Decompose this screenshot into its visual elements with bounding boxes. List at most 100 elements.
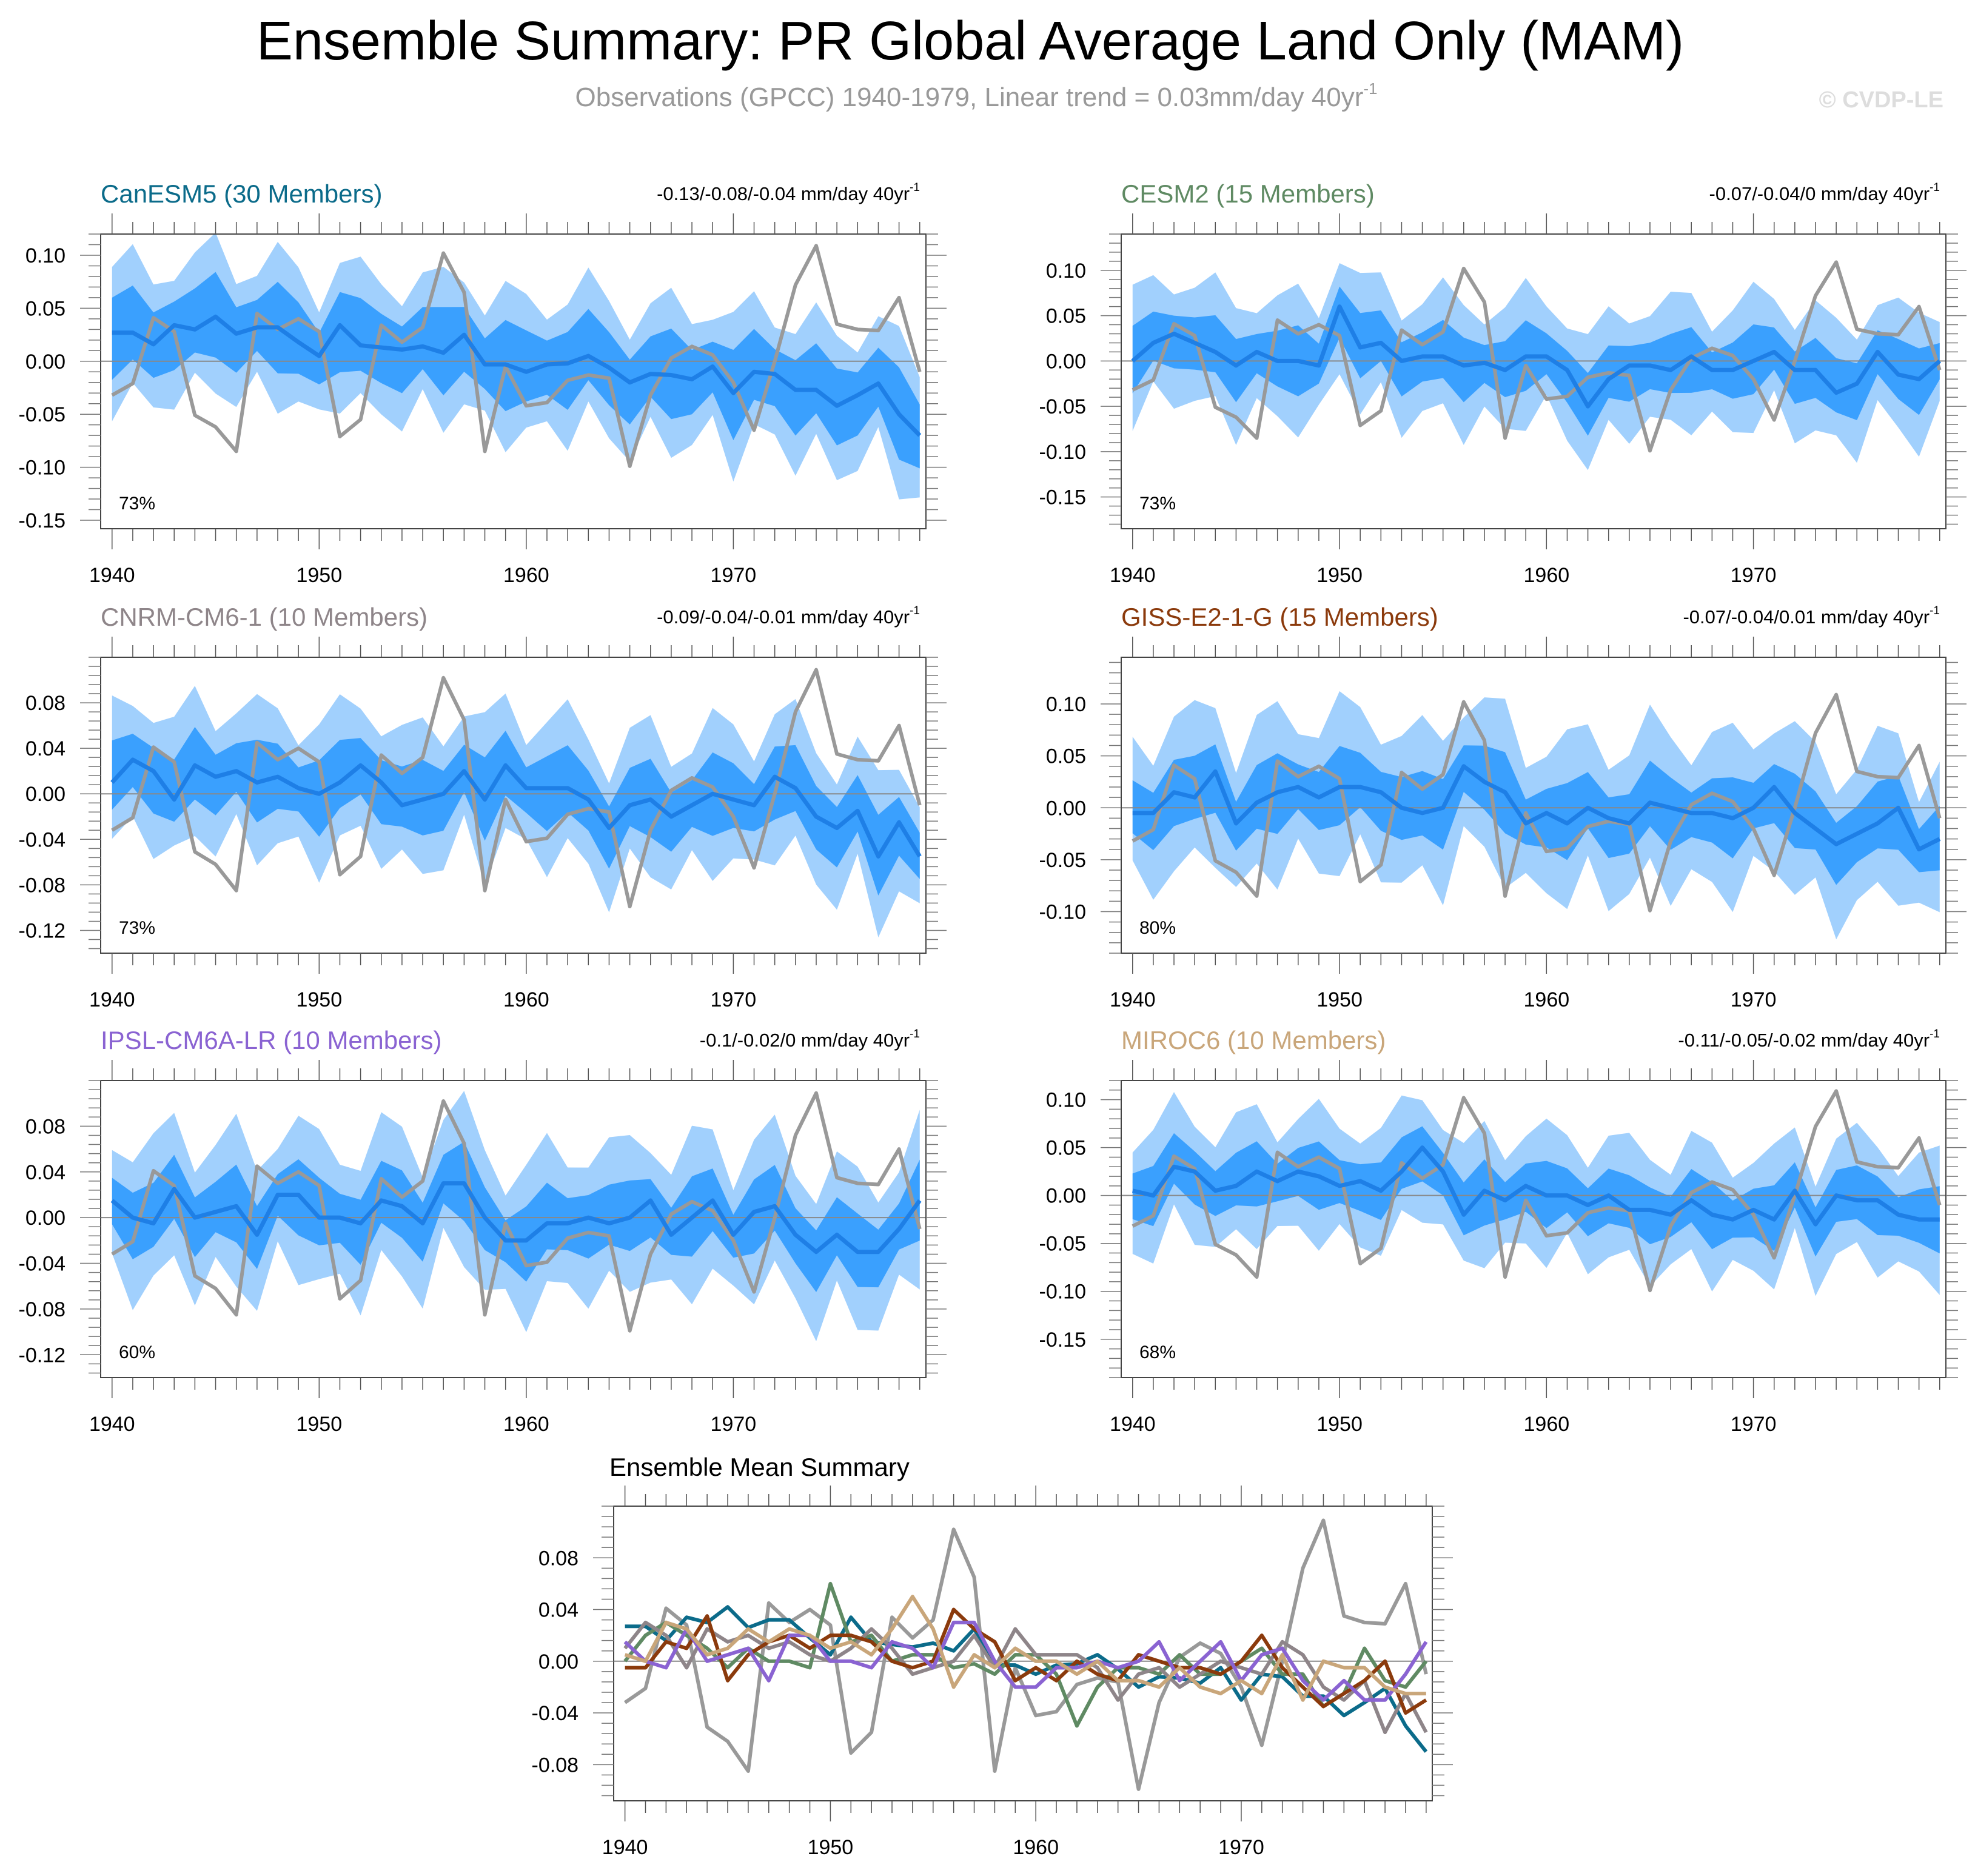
x-tick-label: 1960 — [1524, 1413, 1570, 1436]
subtitle-superscript: -1 — [1363, 79, 1377, 98]
y-tick-label: -0.08 — [19, 874, 66, 897]
panel-miroc6: 1940 1950 1960 1970 0.10 0.05 0.00 -0.05 -0.10 -0… — [1039, 1026, 1967, 1436]
y-tick-label: 0.00 — [1046, 350, 1086, 373]
panel-trend: -0.07/-0.04/0 mm/day 40yr-1 — [1709, 181, 1940, 204]
y-tick-label: 0.10 — [1046, 693, 1086, 716]
x-tick-label: 1960 — [503, 564, 549, 587]
x-tick-label: 1940 — [1110, 988, 1156, 1011]
panel-trend: -0.07/-0.04/0.01 mm/day 40yr-1 — [1683, 605, 1940, 628]
y-tick-label: -0.05 — [1039, 395, 1087, 418]
summary-line-miroc6 — [624, 1595, 1426, 1702]
panel-title: CNRM-CM6-1 (10 Members) — [101, 603, 428, 631]
trend-superscript: -1 — [910, 605, 920, 617]
panel-ipsl-cm6a-lr: 1940 1950 1960 1970 0.08 0.04 0.00 -0.04 -0.08 -0… — [19, 1026, 947, 1436]
y-tick-label: 0.00 — [25, 783, 65, 806]
percent-label: 73% — [119, 918, 155, 938]
y-tick-label: -0.15 — [1039, 486, 1087, 509]
main-title: Ensemble Summary: PR Global Average Land… — [257, 11, 1684, 72]
y-tick-label: -0.15 — [19, 509, 66, 532]
ensemble-mean-line — [110, 757, 922, 859]
panel-title: GISS-E2-1-G (15 Members) — [1121, 603, 1438, 631]
y-tick-label: -0.05 — [19, 403, 66, 426]
trend-superscript: -1 — [910, 181, 920, 194]
observations-line — [111, 668, 922, 909]
y-tick-label: 0.00 — [1046, 797, 1086, 820]
x-tick-label: 1950 — [296, 988, 342, 1011]
x-tick-label: 1950 — [1316, 1413, 1363, 1436]
panel-canesm5: 1940 1950 1960 1970 0.10 0.05 0.00 -0.05 -0.10 -0… — [19, 179, 947, 587]
x-tick-label: 1940 — [602, 1836, 648, 1859]
y-tick-label: -0.15 — [1039, 1328, 1087, 1352]
y-tick-label: 0.04 — [25, 737, 65, 760]
trend-text: -0.1/-0.02/0 mm/day 40yr — [700, 1030, 910, 1051]
y-tick-label: 0.08 — [25, 1115, 65, 1138]
inner-spread-band — [112, 1141, 920, 1293]
plot-frame — [100, 233, 927, 529]
y-tick-label: -0.04 — [19, 1253, 66, 1276]
plot-frame — [1121, 657, 1946, 954]
x-tick-label: 1960 — [503, 988, 549, 1011]
x-tick-label: 1960 — [1013, 1836, 1059, 1859]
panel-title: CanESM5 (30 Members) — [101, 179, 382, 208]
x-tick-label: 1960 — [1524, 564, 1570, 587]
y-tick-label: -0.12 — [19, 919, 66, 942]
y-tick-label: 0.10 — [25, 244, 65, 267]
trend-superscript: -1 — [1930, 1028, 1940, 1040]
y-tick-label: -0.10 — [1039, 901, 1087, 924]
panel-title: MIROC6 (10 Members) — [1121, 1026, 1386, 1054]
trend-text: -0.13/-0.08/-0.04 mm/day 40yr — [657, 183, 910, 204]
x-tick-label: 1950 — [808, 1836, 854, 1859]
subtitle: Observations (GPCC) 1940-1979, Linear tr… — [575, 79, 1378, 112]
panel-cesm2: 1940 1950 1960 1970 0.10 0.05 0.00 -0.05 -0.10 -0… — [1039, 179, 1967, 587]
trend-text: -0.11/-0.05/-0.02 mm/day 40yr — [1678, 1030, 1930, 1051]
watermark: © CVDP-LE — [1819, 87, 1943, 113]
x-tick-label: 1970 — [711, 1413, 757, 1436]
y-tick-label: 0.05 — [25, 297, 65, 320]
y-tick-label: 0.00 — [1046, 1185, 1086, 1208]
y-tick-label: 0.05 — [1046, 1137, 1086, 1160]
x-tick-label: 1950 — [1316, 564, 1363, 587]
plot-frame — [1121, 233, 1946, 529]
outer-spread-band — [112, 686, 920, 938]
percent-label: 73% — [1139, 494, 1176, 514]
x-tick-label: 1950 — [296, 1413, 342, 1436]
trend-text: -0.07/-0.04/0 mm/day 40yr — [1709, 183, 1930, 204]
plot-frame — [100, 1080, 927, 1378]
inner-spread-band — [112, 726, 920, 896]
percent-label: 80% — [1139, 918, 1176, 938]
panel-giss-e2-1-g: 1940 1950 1960 1970 0.10 0.05 0.00 -0.05 -0.10 GI… — [1039, 603, 1967, 1011]
panel-ensemble-mean-summary: 1940 1950 1960 1970 0.08 0.04 0.00 -0.04 -0.08 En… — [532, 1453, 1453, 1859]
observations-line — [1132, 260, 1942, 453]
x-tick-label: 1970 — [1731, 1413, 1777, 1436]
observations-line — [111, 244, 922, 468]
panel-title: CESM2 (15 Members) — [1121, 179, 1375, 208]
panel-title: IPSL-CM6A-LR (10 Members) — [101, 1026, 441, 1054]
x-tick-label: 1970 — [1218, 1836, 1264, 1859]
y-tick-label: 0.00 — [25, 1207, 65, 1230]
x-tick-label: 1950 — [1316, 988, 1363, 1011]
ensemble-mean-line — [1131, 304, 1942, 409]
plot-frame — [613, 1506, 1433, 1801]
trend-text: -0.07/-0.04/0.01 mm/day 40yr — [1683, 606, 1930, 628]
x-tick-label: 1940 — [89, 988, 135, 1011]
y-tick-label: -0.04 — [19, 828, 66, 851]
x-tick-label: 1960 — [1524, 988, 1570, 1011]
y-tick-label: 0.00 — [25, 350, 65, 374]
y-tick-label: 0.05 — [1046, 305, 1086, 328]
panel-trend: -0.11/-0.05/-0.02 mm/day 40yr-1 — [1678, 1028, 1940, 1051]
percent-label: 73% — [119, 494, 155, 514]
y-tick-label: -0.12 — [19, 1344, 66, 1367]
summary-title: Ensemble Mean Summary — [609, 1453, 910, 1481]
x-tick-label: 1970 — [1731, 564, 1777, 587]
plot-frame — [1121, 1080, 1946, 1378]
trend-text: -0.09/-0.04/-0.01 mm/day 40yr — [657, 606, 910, 628]
x-tick-label: 1970 — [711, 564, 757, 587]
y-tick-label: 0.10 — [1046, 260, 1086, 283]
y-tick-label: -0.10 — [1039, 1281, 1087, 1304]
summary-line-ipsl-cm6a-lr — [623, 1620, 1428, 1702]
plot-frame — [100, 657, 927, 954]
trend-superscript: -1 — [1930, 181, 1940, 194]
y-tick-label: -0.05 — [1039, 849, 1087, 872]
observations-line — [111, 1091, 922, 1333]
